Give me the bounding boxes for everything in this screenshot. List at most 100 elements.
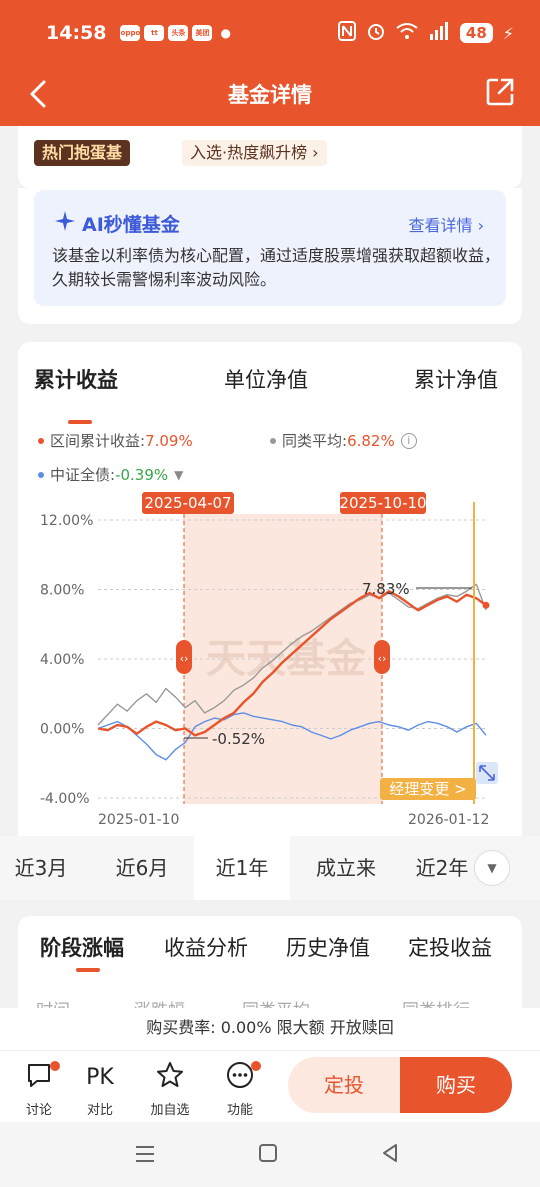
y-tick-label: 4.00% — [40, 652, 84, 668]
series-end-point — [482, 601, 490, 609]
range-1y[interactable]: 近1年 — [194, 836, 290, 900]
ai-title: AI秒懂基金 — [54, 210, 180, 237]
ai-description: 该基金以利率债为核心配置，通过适度股票增强获取超额收益，久期较长需警惕利率波动风… — [52, 246, 501, 289]
range-end-badge[interactable] — [340, 492, 426, 514]
series-index-line — [97, 712, 487, 761]
chevron-down-icon[interactable]: ▼ — [474, 850, 510, 886]
low-label: -0.52% — [212, 730, 265, 748]
tab-cumulative-return[interactable]: 累计收益 — [34, 368, 118, 392]
legend-peer-label: 同类平均: — [282, 432, 348, 450]
range-shade — [184, 514, 382, 804]
range-end-label: 2025-10-10 — [339, 494, 426, 512]
manager-change-label: 经理变更 > — [389, 780, 466, 798]
tab-indicator — [68, 420, 92, 424]
manager-change-badge[interactable] — [380, 778, 476, 800]
sip-button[interactable]: 定投 — [288, 1057, 400, 1113]
range-since-inception[interactable]: 成立来 — [316, 856, 376, 880]
hot-rank-card: 热门抱蛋基 入选·热度飙升榜 › — [18, 126, 522, 188]
legend-index[interactable]: 中证全债: -0.39% ▼ — [38, 464, 183, 485]
y-tick-label: 8.00% — [40, 583, 84, 599]
series-fund-line — [97, 589, 487, 737]
notification-dot — [50, 1061, 60, 1071]
chat-icon — [25, 1061, 53, 1093]
caret-down-icon: ▼ — [174, 467, 184, 482]
nfc-icon — [337, 21, 356, 45]
series-peer-line — [97, 583, 487, 726]
app-icon: oppo — [120, 25, 141, 41]
range-end-handle[interactable]: ‹› — [374, 640, 390, 674]
charging-icon: ⚡ — [502, 23, 514, 43]
tab-stage-return[interactable]: 阶段涨幅 — [40, 936, 124, 960]
legend-dot — [38, 471, 44, 478]
chart-card: 累计收益 单位净值 累计净值 区间累计收益: 7.09% 同类平均: 6.82%… — [18, 342, 522, 898]
buy-button[interactable]: 购买 — [400, 1057, 512, 1113]
status-time: 14:58 — [46, 22, 107, 44]
fee-info: 购买费率: 0.00% 限大额 开放赎回 — [0, 1008, 540, 1050]
y-tick-label: 0.00% — [40, 722, 84, 738]
compare-button[interactable]: PK 对比 — [75, 1061, 125, 1119]
series-layer — [97, 583, 490, 761]
range-start-handle[interactable]: ‹› — [176, 640, 192, 674]
legend-dot — [38, 437, 44, 444]
discuss-button[interactable]: 讨论 — [14, 1061, 64, 1118]
share-button[interactable] — [484, 76, 516, 108]
action-bar: 讨论 PK 对比 加自选 功能 定投 购买 — [0, 1050, 540, 1122]
menu-icon[interactable] — [134, 1142, 156, 1170]
app-icon: 美团 — [192, 25, 213, 41]
ai-title-text: AI秒懂基金 — [82, 214, 180, 236]
hot-rank-link[interactable]: 入选·热度飙升榜 › — [182, 140, 327, 166]
expand-icon[interactable] — [476, 762, 498, 784]
legend-peer-value: 6.82% — [347, 431, 395, 450]
top-bar: 14:58 oppo tt 头条 美团 ● 48 ⚡ — [0, 0, 540, 126]
chart-grid: 12.00% 8.00% 4.00% 0.00% -4.00% — [40, 513, 486, 807]
discuss-label: 讨论 — [25, 1103, 52, 1118]
home-icon[interactable] — [258, 1142, 278, 1168]
legend-fund: 区间累计收益: 7.09% — [38, 430, 193, 451]
legend-fund-value: 7.09% — [145, 431, 193, 450]
range-selector: 近3月 近6月 近1年 成立来 近2年 ▼ — [0, 836, 540, 900]
add-watchlist-button[interactable]: 加自选 — [145, 1061, 195, 1118]
range-start-badge[interactable] — [142, 492, 234, 514]
legend-fund-label: 区间累计收益: — [50, 432, 146, 450]
tab-unit-nav[interactable]: 单位净值 — [224, 368, 308, 392]
more-icon — [226, 1061, 254, 1093]
functions-label: 功能 — [226, 1103, 253, 1118]
hot-rank-text: 入选·热度飙升榜 — [190, 143, 308, 162]
back-button[interactable] — [22, 76, 58, 112]
dot-icon: ● — [220, 26, 231, 40]
svg-text:‹›: ‹› — [378, 652, 387, 665]
app-icon: tt — [144, 25, 165, 41]
legend-peer: 同类平均: 6.82% i — [270, 430, 417, 451]
range-start-label: 2025-04-07 — [144, 494, 231, 512]
ai-detail-link[interactable]: 查看详情 › — [408, 216, 485, 235]
chart-tabs: 累计收益 单位净值 累计净值 — [18, 364, 522, 424]
range-6m[interactable]: 近6月 — [115, 856, 169, 880]
tab-cumulative-nav[interactable]: 累计净值 — [414, 368, 498, 392]
range-3m[interactable]: 近3月 — [14, 856, 68, 880]
nav-bar: 基金详情 — [0, 66, 540, 122]
pk-icon: PK — [86, 1064, 114, 1090]
functions-button[interactable]: 功能 — [215, 1061, 265, 1118]
info-icon[interactable]: i — [400, 432, 417, 449]
watchlist-label: 加自选 — [150, 1103, 190, 1118]
svg-text:‹›: ‹› — [180, 652, 189, 665]
legend-index-label: 中证全债: — [50, 466, 116, 484]
notification-dot — [251, 1061, 261, 1071]
return-chart[interactable]: 12.00%8.00%4.00%0.00%-4.00% 天天基金 2025-04… — [18, 482, 522, 834]
y-tick-label: -4.00% — [40, 791, 90, 807]
status-bar: 14:58 oppo tt 头条 美团 ● 48 ⚡ — [0, 0, 540, 66]
tab-history-nav[interactable]: 历史净值 — [286, 936, 370, 960]
range-2y[interactable]: 近2年 — [415, 856, 469, 880]
tab-sip-return[interactable]: 定投收益 — [408, 936, 492, 960]
legend-dot — [270, 437, 276, 444]
wifi-icon — [396, 22, 418, 44]
tab-return-analysis[interactable]: 收益分析 — [164, 936, 248, 960]
compare-label: 对比 — [86, 1103, 113, 1118]
back-nav-icon[interactable] — [380, 1142, 400, 1168]
y-tick-label: 12.00% — [40, 513, 93, 529]
alarm-icon — [366, 21, 386, 45]
high-label: 7.83% — [362, 580, 410, 598]
star-icon — [155, 1060, 185, 1094]
app-icon: 头条 — [168, 25, 189, 41]
tab-indicator — [76, 968, 100, 972]
